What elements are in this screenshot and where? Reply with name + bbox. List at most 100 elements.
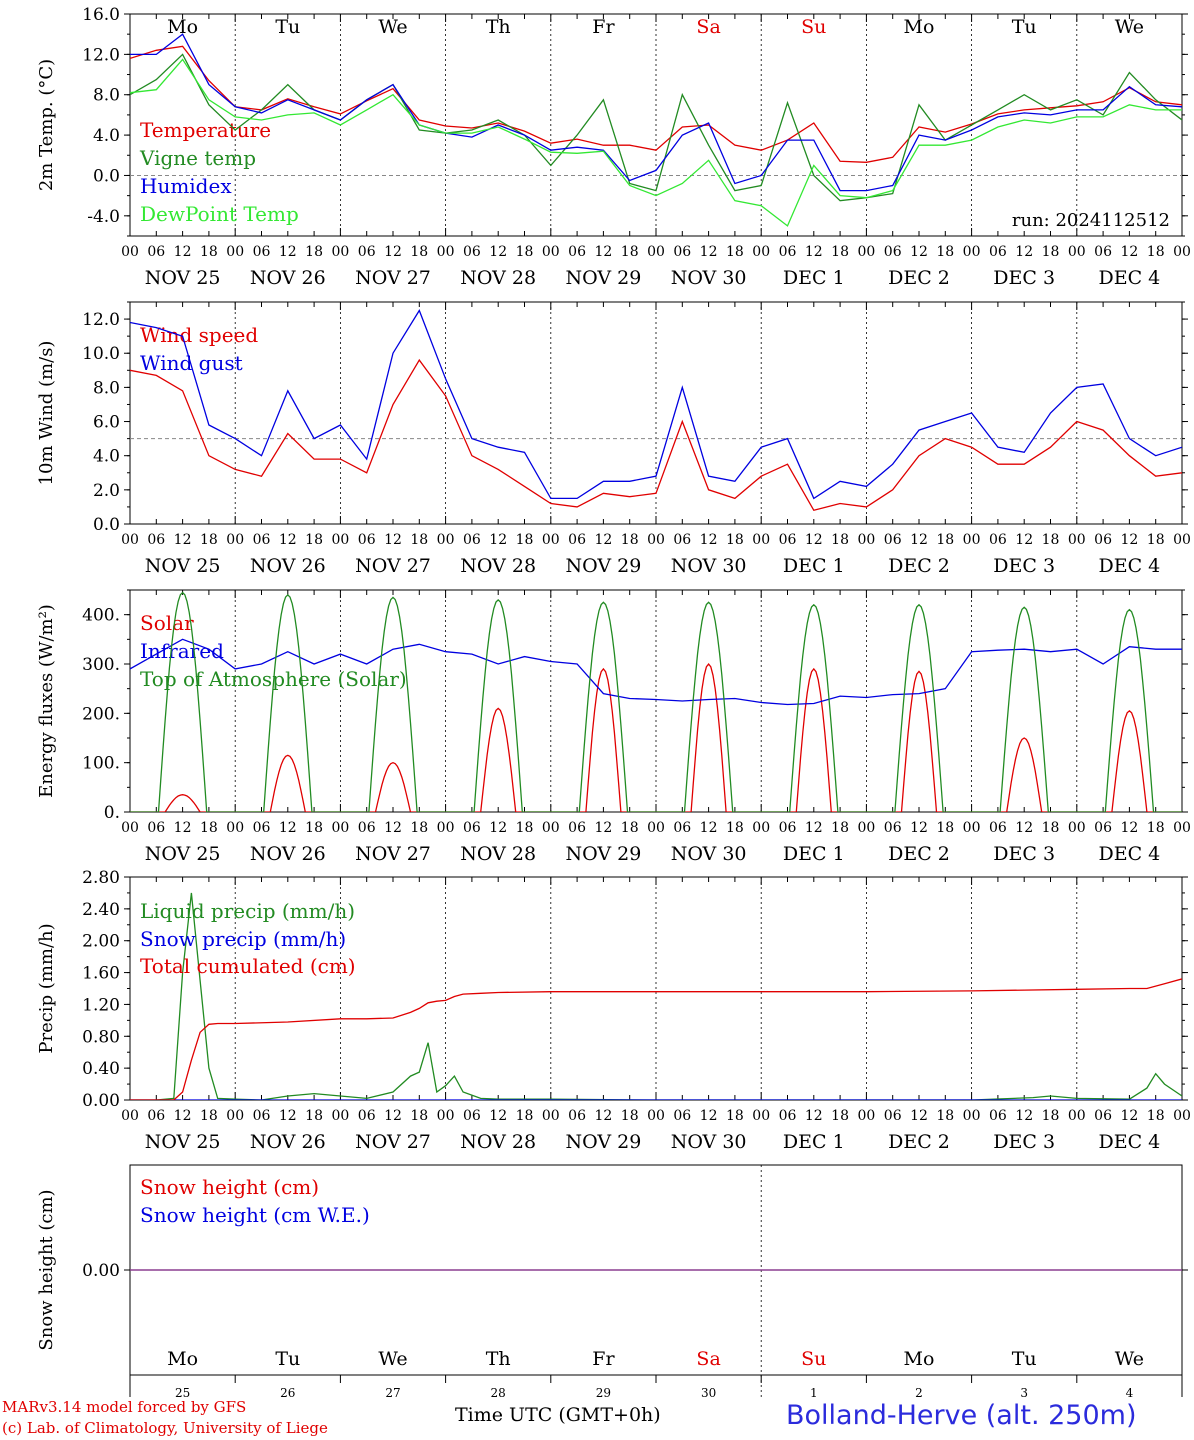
hour-label: 18 xyxy=(305,244,323,260)
date-label: NOV 25 xyxy=(145,843,221,865)
hour-label: 00 xyxy=(752,244,770,260)
legend-entry: Total cumulated (cm) xyxy=(140,954,356,978)
lab-credit: (c) Lab. of Climatology, University of L… xyxy=(2,1419,328,1437)
hour-label: 06 xyxy=(884,532,902,548)
y-tick-label: 0.40 xyxy=(82,1059,120,1079)
hour-label: 06 xyxy=(779,532,797,548)
hour-label: 00 xyxy=(226,532,244,548)
date-label: NOV 27 xyxy=(355,1131,431,1153)
hour-label: 00 xyxy=(331,244,349,260)
date-label: DEC 1 xyxy=(783,267,845,289)
series-line-infrared xyxy=(130,638,1182,706)
date-label: NOV 30 xyxy=(671,267,747,289)
y-tick-label: 10.0 xyxy=(82,344,120,364)
hour-label: 00 xyxy=(226,820,244,836)
hour-label: 00 xyxy=(331,820,349,836)
series-line-solar xyxy=(130,662,1182,812)
date-label: DEC 4 xyxy=(1099,1131,1161,1153)
y-tick-label: 0.0 xyxy=(93,515,120,535)
hour-label: 06 xyxy=(568,820,586,836)
hour-label: 18 xyxy=(726,244,744,260)
y-tick-label: 1.60 xyxy=(82,964,120,984)
hour-label: 00 xyxy=(647,820,665,836)
hour-label: 12 xyxy=(1120,244,1138,260)
hour-label: 12 xyxy=(279,820,297,836)
hour-label: 06 xyxy=(779,244,797,260)
hour-label: 12 xyxy=(700,1108,718,1124)
hour-label: 12 xyxy=(910,1108,928,1124)
hour-label: 00 xyxy=(542,1108,560,1124)
hour-label: 06 xyxy=(358,532,376,548)
series-line-liquid-precip-mm-h- xyxy=(130,892,1182,1100)
hour-label: 18 xyxy=(831,244,849,260)
hour-label: 00 xyxy=(647,532,665,548)
hour-label: 06 xyxy=(253,244,271,260)
y-tick-label: 8.0 xyxy=(93,378,120,398)
hour-label: 12 xyxy=(594,244,612,260)
legend-entry: Humidex xyxy=(140,174,232,198)
hour-label: 18 xyxy=(831,1108,849,1124)
series-line-dewpoint-temp xyxy=(130,58,1182,227)
hour-label: 12 xyxy=(384,244,402,260)
legend-entry: Infrared xyxy=(140,639,224,663)
hour-label: 12 xyxy=(1015,1108,1033,1124)
y-tick-label: 6.0 xyxy=(93,413,120,433)
hour-label: 06 xyxy=(463,244,481,260)
hour-label: 00 xyxy=(1068,532,1086,548)
hour-label: 12 xyxy=(489,532,507,548)
hour-label: 00 xyxy=(963,244,981,260)
hour-label: 06 xyxy=(147,244,165,260)
hour-label: 12 xyxy=(384,532,402,548)
hour-label: 18 xyxy=(831,820,849,836)
date-label: DEC 3 xyxy=(993,843,1055,865)
hour-label: 12 xyxy=(594,1108,612,1124)
hour-label: 00 xyxy=(331,532,349,548)
y-tick-label: -4.0 xyxy=(87,207,120,227)
hour-label: 00 xyxy=(647,244,665,260)
hour-label: 06 xyxy=(779,1108,797,1124)
y-tick-label: 16.0 xyxy=(82,5,120,25)
hour-label: 00 xyxy=(437,532,455,548)
y-tick-label: 12.0 xyxy=(82,45,120,65)
hour-label: 06 xyxy=(358,244,376,260)
day-name: Tu xyxy=(1012,1348,1037,1370)
day-number: 26 xyxy=(280,1386,295,1400)
hour-label: 06 xyxy=(568,244,586,260)
day-name: Sa xyxy=(696,1348,720,1370)
hour-label: 06 xyxy=(1094,820,1112,836)
hour-label: 18 xyxy=(1147,820,1165,836)
date-label: DEC 2 xyxy=(888,843,950,865)
hour-label: 18 xyxy=(621,1108,639,1124)
hour-label: 06 xyxy=(779,820,797,836)
hour-label: 18 xyxy=(410,1108,428,1124)
date-label: NOV 29 xyxy=(565,843,641,865)
hour-label: 06 xyxy=(884,1108,902,1124)
hour-label: 12 xyxy=(174,820,192,836)
hour-label: 06 xyxy=(989,1108,1007,1124)
hour-label: 00 xyxy=(121,532,139,548)
hour-label: 12 xyxy=(594,532,612,548)
hour-label: 00 xyxy=(752,532,770,548)
hour-label: 12 xyxy=(489,244,507,260)
y-tick-label: 8.0 xyxy=(93,86,120,106)
hour-label: 12 xyxy=(1015,244,1033,260)
hour-label: 06 xyxy=(253,532,271,548)
day-name: Mo xyxy=(904,1348,935,1370)
date-label: NOV 26 xyxy=(250,267,326,289)
hour-label: 18 xyxy=(516,1108,534,1124)
hour-label: 06 xyxy=(1094,244,1112,260)
date-label: NOV 25 xyxy=(145,267,221,289)
hour-label: 00 xyxy=(857,820,875,836)
hour-label: 00 xyxy=(963,1108,981,1124)
hour-label: 12 xyxy=(489,1108,507,1124)
series-line-wind-gust xyxy=(130,309,1182,500)
hour-label: 06 xyxy=(463,820,481,836)
hour-label: 06 xyxy=(884,820,902,836)
hour-label: 18 xyxy=(516,244,534,260)
date-label: NOV 26 xyxy=(250,1131,326,1153)
station-label: Bolland-Herve (alt. 250m) xyxy=(786,1400,1137,1431)
date-label: NOV 30 xyxy=(671,843,747,865)
hour-label: 00 xyxy=(1068,820,1086,836)
hour-label: 12 xyxy=(700,532,718,548)
hour-label: 06 xyxy=(989,532,1007,548)
